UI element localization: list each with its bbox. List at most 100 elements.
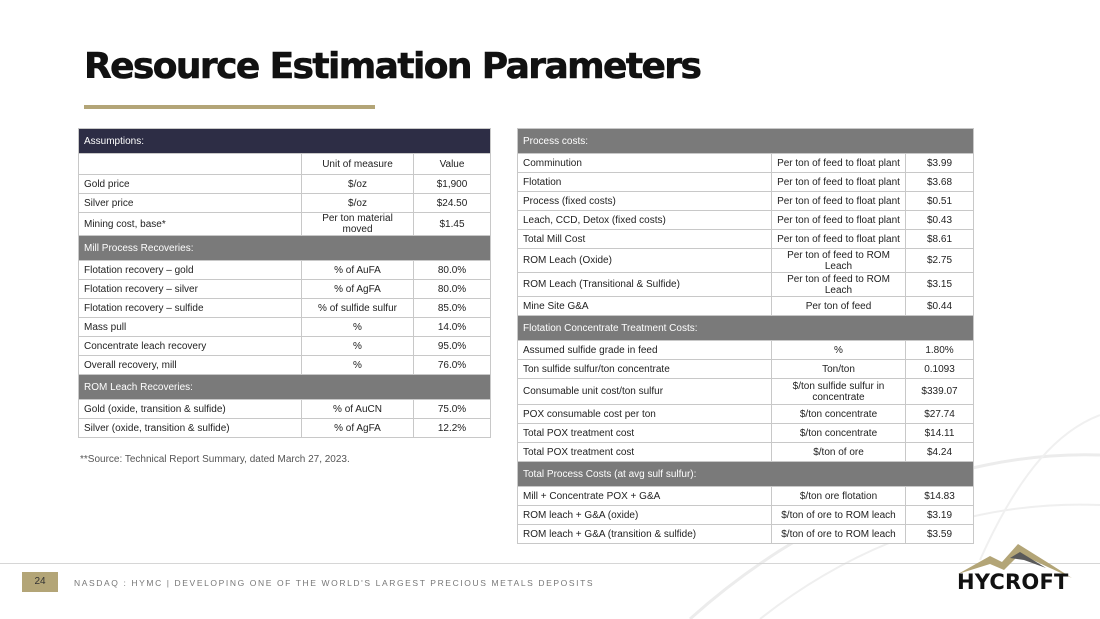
table-row: ROM leach + G&A (transition & sulfide) $…	[517, 524, 974, 544]
assumptions-table: Assumptions: Unit of measure Value Gold …	[77, 128, 492, 438]
table-row: Leach, CCD, Detox (fixed costs) Per ton …	[517, 210, 974, 230]
row-value: 76.0%	[412, 355, 492, 375]
row-value: $24.50	[412, 193, 492, 213]
logo-wordmark: HYCROFT	[957, 570, 1069, 594]
table-row: Total Mill Cost Per ton of feed to float…	[517, 229, 974, 249]
row-unit: $/oz	[301, 193, 414, 213]
row-unit: %	[301, 317, 414, 337]
title-underline	[84, 105, 375, 109]
flotation-costs-header: Flotation Concentrate Treatment Costs:	[517, 315, 974, 341]
row-unit: % of AuCN	[301, 399, 414, 419]
table-row: Flotation Per ton of feed to float plant…	[517, 172, 974, 192]
process-costs-header: Process costs:	[517, 128, 974, 154]
process-header-row: Process costs:	[517, 128, 974, 154]
row-unit: Ton/ton	[771, 359, 906, 379]
table-row: Comminution Per ton of feed to float pla…	[517, 153, 974, 173]
table-row: ROM Leach (Transitional & Sulfide) Per t…	[517, 272, 974, 297]
table-row: Mill + Concentrate POX + G&A $/ton ore f…	[517, 486, 974, 506]
table-row: Silver price $/oz $24.50	[78, 193, 492, 213]
row-label: Mining cost, base*	[78, 212, 302, 236]
row-label: Overall recovery, mill	[78, 355, 302, 375]
row-label: POX consumable cost per ton	[517, 404, 772, 424]
table-row: Consumable unit cost/ton sulfur $/ton su…	[517, 378, 974, 405]
row-unit: % of sulfide sulfur	[301, 298, 414, 318]
total-header-row: Total Process Costs (at avg sulf sulfur)…	[517, 461, 974, 487]
row-label: Flotation recovery – gold	[78, 260, 302, 280]
row-label: Mine Site G&A	[517, 296, 772, 316]
row-unit: $/ton of ore	[771, 442, 906, 462]
row-unit: Per ton of feed to ROM Leach	[771, 272, 906, 297]
table-row: Total POX treatment cost $/ton of ore $4…	[517, 442, 974, 462]
row-value: $4.24	[905, 442, 974, 462]
source-footnote: **Source: Technical Report Summary, date…	[80, 454, 350, 465]
table-row: Concentrate leach recovery % 95.0%	[78, 336, 492, 356]
row-value: 14.0%	[412, 317, 492, 337]
footer-text: NASDAQ : HYMC | DEVELOPING ONE OF THE WO…	[74, 578, 595, 588]
assumptions-header-row: Assumptions:	[77, 128, 492, 154]
row-value: $27.74	[905, 404, 974, 424]
table-row: Gold (oxide, transition & sulfide) % of …	[78, 399, 492, 419]
row-label: Concentrate leach recovery	[78, 336, 302, 356]
row-value: $1.45	[412, 212, 492, 236]
table-row: Flotation recovery – sulfide % of sulfid…	[78, 298, 492, 318]
mill-recoveries-header: Mill Process Recoveries:	[77, 235, 492, 261]
row-label: Gold (oxide, transition & sulfide)	[78, 399, 302, 419]
row-value: 0.1093	[905, 359, 974, 379]
row-value: 95.0%	[412, 336, 492, 356]
row-value: $0.51	[905, 191, 974, 211]
row-unit: Per ton of feed	[771, 296, 906, 316]
row-label: Silver price	[78, 193, 302, 213]
row-label: Consumable unit cost/ton sulfur	[517, 378, 772, 405]
assumptions-header: Assumptions:	[77, 128, 492, 154]
table-row: Mining cost, base* Per ton material move…	[78, 212, 492, 236]
column-header-row: Unit of measure Value	[78, 153, 492, 175]
row-value: 12.2%	[412, 418, 492, 438]
row-value: 80.0%	[412, 260, 492, 280]
row-unit: % of AuFA	[301, 260, 414, 280]
row-unit: %	[771, 340, 906, 360]
row-label: Silver (oxide, transition & sulfide)	[78, 418, 302, 438]
table-row: ROM Leach (Oxide) Per ton of feed to ROM…	[517, 248, 974, 273]
row-unit: Per ton of feed to float plant	[771, 172, 906, 192]
row-label: Flotation recovery – silver	[78, 279, 302, 299]
row-label: ROM leach + G&A (oxide)	[517, 505, 772, 525]
row-label: Process (fixed costs)	[517, 191, 772, 211]
col-unit-header: Unit of measure	[301, 153, 414, 175]
row-value: $8.61	[905, 229, 974, 249]
row-label: Flotation recovery – sulfide	[78, 298, 302, 318]
row-value: $3.15	[905, 272, 974, 297]
page-number: 24	[22, 572, 58, 592]
table-row: Process (fixed costs) Per ton of feed to…	[517, 191, 974, 211]
rom-header-row: ROM Leach Recoveries:	[77, 374, 492, 400]
row-unit: $/oz	[301, 174, 414, 194]
row-value: $3.19	[905, 505, 974, 525]
row-label: Total POX treatment cost	[517, 442, 772, 462]
row-value: 1.80%	[905, 340, 974, 360]
row-value: $2.75	[905, 248, 974, 273]
row-label: Flotation	[517, 172, 772, 192]
row-value: $0.43	[905, 210, 974, 230]
row-label: Mill + Concentrate POX + G&A	[517, 486, 772, 506]
row-label: Gold price	[78, 174, 302, 194]
row-unit: % of AgFA	[301, 279, 414, 299]
table-row: Ton sulfide sulfur/ton concentrate Ton/t…	[517, 359, 974, 379]
row-value: 85.0%	[412, 298, 492, 318]
table-row: Gold price $/oz $1,900	[78, 174, 492, 194]
table-row: Total POX treatment cost $/ton concentra…	[517, 423, 974, 443]
row-label: Mass pull	[78, 317, 302, 337]
row-unit: $/ton ore flotation	[771, 486, 906, 506]
rom-recoveries-header: ROM Leach Recoveries:	[77, 374, 492, 400]
table-row: Flotation recovery – gold % of AuFA 80.0…	[78, 260, 492, 280]
row-value: $339.07	[905, 378, 974, 405]
row-unit: %	[301, 336, 414, 356]
col-value-header: Value	[412, 153, 492, 175]
row-value: $1,900	[412, 174, 492, 194]
mill-header-row: Mill Process Recoveries:	[77, 235, 492, 261]
row-value: $3.99	[905, 153, 974, 173]
row-unit: Per ton of feed to float plant	[771, 229, 906, 249]
row-unit: Per ton of feed to float plant	[771, 191, 906, 211]
row-value: $3.59	[905, 524, 974, 544]
table-row: Silver (oxide, transition & sulfide) % o…	[78, 418, 492, 438]
row-unit: $/ton sulfide sulfur in concentrate	[771, 378, 906, 405]
table-row: Overall recovery, mill % 76.0%	[78, 355, 492, 375]
